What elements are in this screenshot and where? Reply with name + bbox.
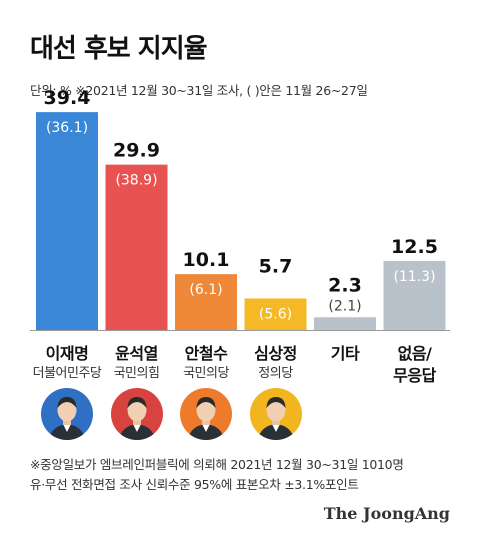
candidate-name-2: 안철수 (184, 344, 228, 363)
candidate-name-4: 기타 (330, 344, 360, 363)
value-label-2: 10.1 (183, 249, 230, 271)
value-label-5: 12.5 (391, 236, 438, 258)
prev-label-3: (5.6) (259, 306, 292, 322)
footnote-line-2: 유·무선 전화면접 조사 신뢰수준 95%에 표본오차 ±3.1%포인트 (30, 477, 359, 492)
candidate-photo-1 (110, 388, 163, 440)
unit-note: 단위: % ※2021년 12월 30~31일 조사, ( )안은 11월 26… (30, 83, 368, 98)
bar-0 (36, 112, 98, 331)
bar-5 (383, 260, 446, 330)
value-label-3: 5.7 (259, 255, 293, 277)
bar-4 (314, 317, 376, 330)
candidate-photo-2 (180, 388, 232, 440)
candidate-name-1: 윤석열 (115, 344, 158, 363)
chart-title: 대선 후보 지지율 (30, 34, 208, 64)
value-label-1: 29.9 (113, 140, 160, 162)
candidate-party-2: 국민의당 (183, 366, 229, 381)
candidate-photo-3 (249, 388, 302, 440)
candidate-name-3: 심상정 (254, 344, 297, 363)
bar-chart: 39.4 (36.1) 29.9 (38.9) 10.1 (6.1) 5.7 (5.6) 2.3… (30, 87, 450, 331)
prev-label-4: (2.1) (328, 298, 361, 314)
candidate-party-0: 더불어민주당 (32, 366, 102, 381)
candidate-name-0: 이재명 (45, 344, 89, 363)
footnote-line-1: ※중앙일보가 엠브레인퍼블릭에 의뢰해 2021년 12월 30~31일 101… (30, 457, 404, 472)
prev-label-2: (6.1) (189, 282, 222, 298)
bar-3 (244, 298, 307, 330)
bar-2 (175, 274, 237, 330)
prev-label-0: (36.1) (46, 120, 88, 136)
prev-label-5: (11.3) (393, 269, 435, 285)
brand-logo: The JoongAng (323, 504, 450, 523)
candidate-name-5: 없음/ (397, 344, 432, 363)
candidate-photo-0 (41, 388, 93, 440)
value-label-0: 39.4 (44, 87, 91, 109)
footnote: ※중앙일보가 엠브레인퍼블릭에 의뢰해 2021년 12월 30~31일 101… (30, 455, 404, 495)
candidate-party-3: 정의당 (258, 366, 293, 381)
value-label-4: 2.3 (328, 274, 362, 296)
candidate-name-line2-5: 무응답 (393, 366, 436, 385)
prev-label-1: (38.9) (115, 173, 157, 189)
bar-1 (105, 164, 168, 330)
candidate-party-1: 국민의힘 (113, 366, 160, 381)
